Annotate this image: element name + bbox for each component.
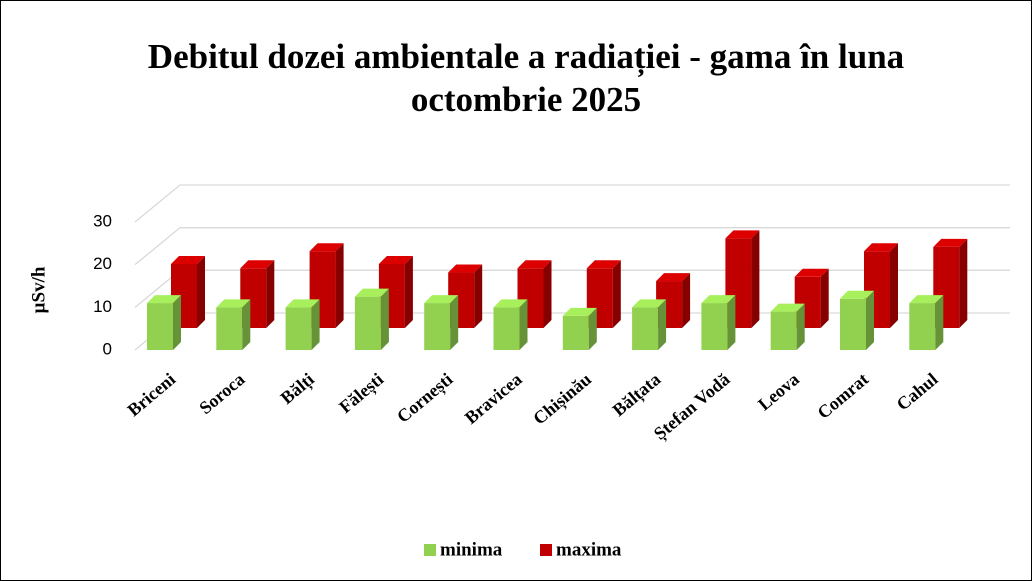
- bar-side: [751, 230, 760, 328]
- bar: [586, 260, 621, 328]
- bar: [493, 299, 528, 350]
- bar-top: [794, 268, 829, 277]
- bar-top: [424, 295, 459, 304]
- bar-front: [493, 307, 520, 350]
- bar-side: [335, 243, 344, 328]
- bar-front: [840, 298, 866, 350]
- bar-side: [796, 303, 805, 350]
- bar: [770, 303, 805, 350]
- bar-top: [309, 243, 344, 252]
- bar-side: [866, 290, 874, 350]
- bar-side: [450, 295, 459, 350]
- bar-front: [216, 307, 243, 350]
- bar-top: [354, 288, 389, 297]
- y-axis-label: µSv/h: [28, 266, 49, 313]
- bar-top: [378, 256, 413, 264]
- bar-top: [725, 230, 760, 239]
- bar-top: [562, 307, 597, 316]
- bar-side: [890, 243, 898, 328]
- legend-swatch: [540, 544, 552, 556]
- bar: [424, 295, 459, 350]
- bar-side: [173, 295, 181, 350]
- bar: [354, 288, 389, 350]
- bar-side: [959, 238, 968, 328]
- bar-side: [311, 299, 320, 350]
- bar-top: [147, 295, 181, 304]
- bar-side: [266, 260, 275, 328]
- bar-side: [658, 299, 667, 350]
- bar: [147, 295, 181, 350]
- bar-top: [216, 299, 251, 308]
- legend-label: minima: [440, 539, 503, 560]
- bar-front: [424, 303, 451, 350]
- y-tick-label: 20: [93, 254, 112, 273]
- bar-side: [682, 273, 691, 328]
- bar-top: [493, 299, 528, 308]
- bar-side: [588, 307, 597, 350]
- bar-top: [864, 243, 898, 252]
- chart-title: Debitul dozei ambientale a radiației - g…: [148, 37, 904, 77]
- title-line: Debitul dozei ambientale a radiației - g…: [148, 37, 904, 77]
- bar-side: [727, 295, 736, 350]
- y-tick-label: 30: [93, 211, 112, 230]
- bar-side: [935, 295, 944, 350]
- bar-top: [840, 290, 874, 299]
- bar-top: [632, 299, 667, 308]
- bar: [632, 299, 667, 350]
- bar: [701, 295, 736, 350]
- bar-top: [448, 264, 483, 273]
- bar: [285, 299, 320, 350]
- bar-front: [701, 303, 728, 350]
- title-line: octombrie 2025: [411, 80, 641, 119]
- bar-top: [770, 303, 805, 312]
- bar: [216, 299, 251, 350]
- bar-top: [656, 273, 691, 282]
- bar: [562, 307, 597, 350]
- bar-front: [562, 315, 589, 350]
- grid-line: [134, 184, 1010, 223]
- bar: [909, 295, 944, 350]
- bar-front: [909, 303, 936, 350]
- bar-side: [380, 288, 389, 350]
- bar-top: [933, 238, 968, 247]
- bar-top: [171, 256, 205, 264]
- bar-side: [519, 299, 528, 350]
- bar: [840, 290, 874, 350]
- legend-swatch: [424, 544, 436, 556]
- bar-top: [517, 260, 552, 269]
- legend-label: maxima: [556, 539, 622, 560]
- bar-front: [147, 303, 173, 350]
- bar-front: [354, 296, 381, 350]
- bar-front: [285, 307, 312, 350]
- bar-side: [474, 264, 483, 328]
- grid-line: [134, 227, 1010, 266]
- bar: [933, 238, 968, 328]
- bar-side: [612, 260, 621, 328]
- y-tick-label: 10: [93, 297, 112, 316]
- bar-top: [586, 260, 621, 269]
- bar-top: [285, 299, 320, 308]
- chart-title: octombrie 2025: [411, 80, 641, 119]
- bar-top: [701, 295, 736, 304]
- bar-top: [240, 260, 275, 269]
- bar-side: [242, 299, 251, 350]
- bar-front: [632, 307, 659, 350]
- bar-side: [820, 268, 829, 328]
- bar-top: [909, 295, 944, 304]
- y-tick-label: 0: [103, 339, 112, 358]
- bar-side: [543, 260, 552, 328]
- bar-front: [770, 311, 797, 350]
- bar-side: [197, 256, 205, 328]
- bar-side: [404, 256, 413, 328]
